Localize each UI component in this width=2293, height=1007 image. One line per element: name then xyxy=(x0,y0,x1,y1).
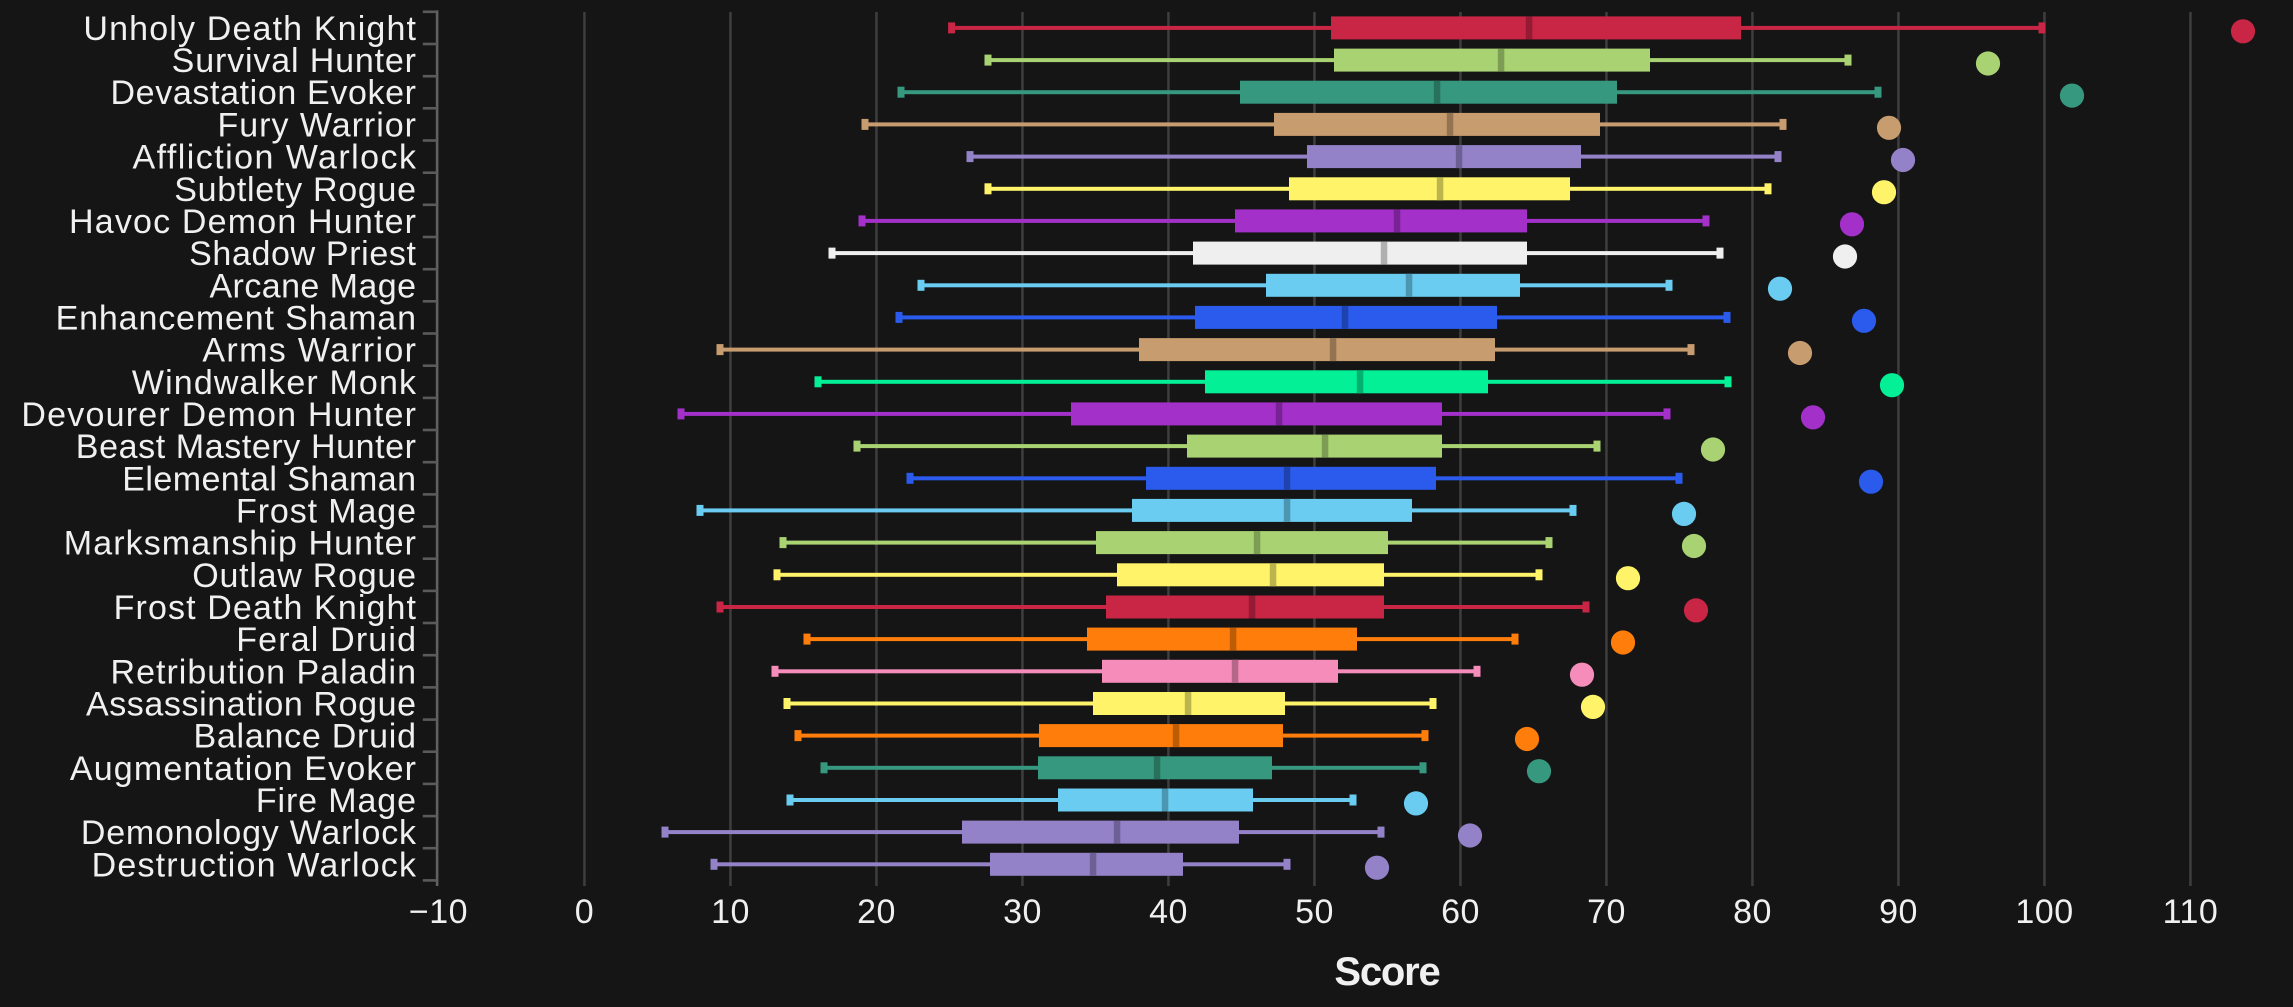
svg-text:0: 0 xyxy=(575,893,594,931)
svg-text:110: 110 xyxy=(2163,893,2219,931)
svg-text:Fire Mage: Fire Mage xyxy=(256,782,417,820)
svg-text:Frost Mage: Frost Mage xyxy=(236,493,417,531)
svg-text:Marksmanship Hunter: Marksmanship Hunter xyxy=(64,525,417,563)
svg-text:Shadow Priest: Shadow Priest xyxy=(189,235,417,273)
svg-text:Frost Death Knight: Frost Death Knight xyxy=(114,589,417,627)
svg-text:30: 30 xyxy=(1003,893,1042,931)
svg-text:Survival Hunter: Survival Hunter xyxy=(172,42,417,80)
svg-text:40: 40 xyxy=(1149,893,1188,931)
svg-text:Windwalker Monk: Windwalker Monk xyxy=(132,364,417,402)
svg-text:Fury Warrior: Fury Warrior xyxy=(217,106,417,144)
svg-text:Havoc Demon Hunter: Havoc Demon Hunter xyxy=(69,203,417,241)
svg-text:Destruction Warlock: Destruction Warlock xyxy=(92,846,418,884)
svg-text:Retribution Paladin: Retribution Paladin xyxy=(111,653,417,691)
svg-text:Augmentation Evoker: Augmentation Evoker xyxy=(70,750,417,788)
svg-text:80: 80 xyxy=(1733,893,1772,931)
svg-text:Enhancement Shaman: Enhancement Shaman xyxy=(56,299,417,337)
svg-text:Subtlety Rogue: Subtlety Rogue xyxy=(174,171,416,209)
svg-text:60: 60 xyxy=(1441,893,1480,931)
svg-text:Unholy Death Knight: Unholy Death Knight xyxy=(83,10,417,48)
svg-text:Outlaw Rogue: Outlaw Rogue xyxy=(192,557,416,595)
svg-text:Demonology Warlock: Demonology Warlock xyxy=(81,814,417,852)
svg-text:Devourer Demon Hunter: Devourer Demon Hunter xyxy=(21,396,417,434)
svg-text:Arms Warrior: Arms Warrior xyxy=(202,332,417,370)
svg-text:Elemental Shaman: Elemental Shaman xyxy=(122,460,416,498)
svg-text:Devastation Evoker: Devastation Evoker xyxy=(110,74,416,112)
svg-text:−10: −10 xyxy=(409,893,468,931)
svg-text:90: 90 xyxy=(1879,893,1918,931)
svg-text:Balance Druid: Balance Druid xyxy=(193,718,416,756)
svg-text:Affliction Warlock: Affliction Warlock xyxy=(132,139,417,177)
svg-text:Feral Druid: Feral Druid xyxy=(236,621,417,659)
svg-text:50: 50 xyxy=(1295,893,1334,931)
svg-text:Score: Score xyxy=(1334,950,1439,994)
svg-text:10: 10 xyxy=(711,893,750,931)
svg-text:Beast Mastery Hunter: Beast Mastery Hunter xyxy=(76,428,417,466)
svg-text:Assassination Rogue: Assassination Rogue xyxy=(86,686,417,724)
svg-text:20: 20 xyxy=(857,893,896,931)
svg-text:70: 70 xyxy=(1587,893,1626,931)
svg-text:Arcane Mage: Arcane Mage xyxy=(209,267,416,305)
svg-text:100: 100 xyxy=(2015,893,2073,931)
